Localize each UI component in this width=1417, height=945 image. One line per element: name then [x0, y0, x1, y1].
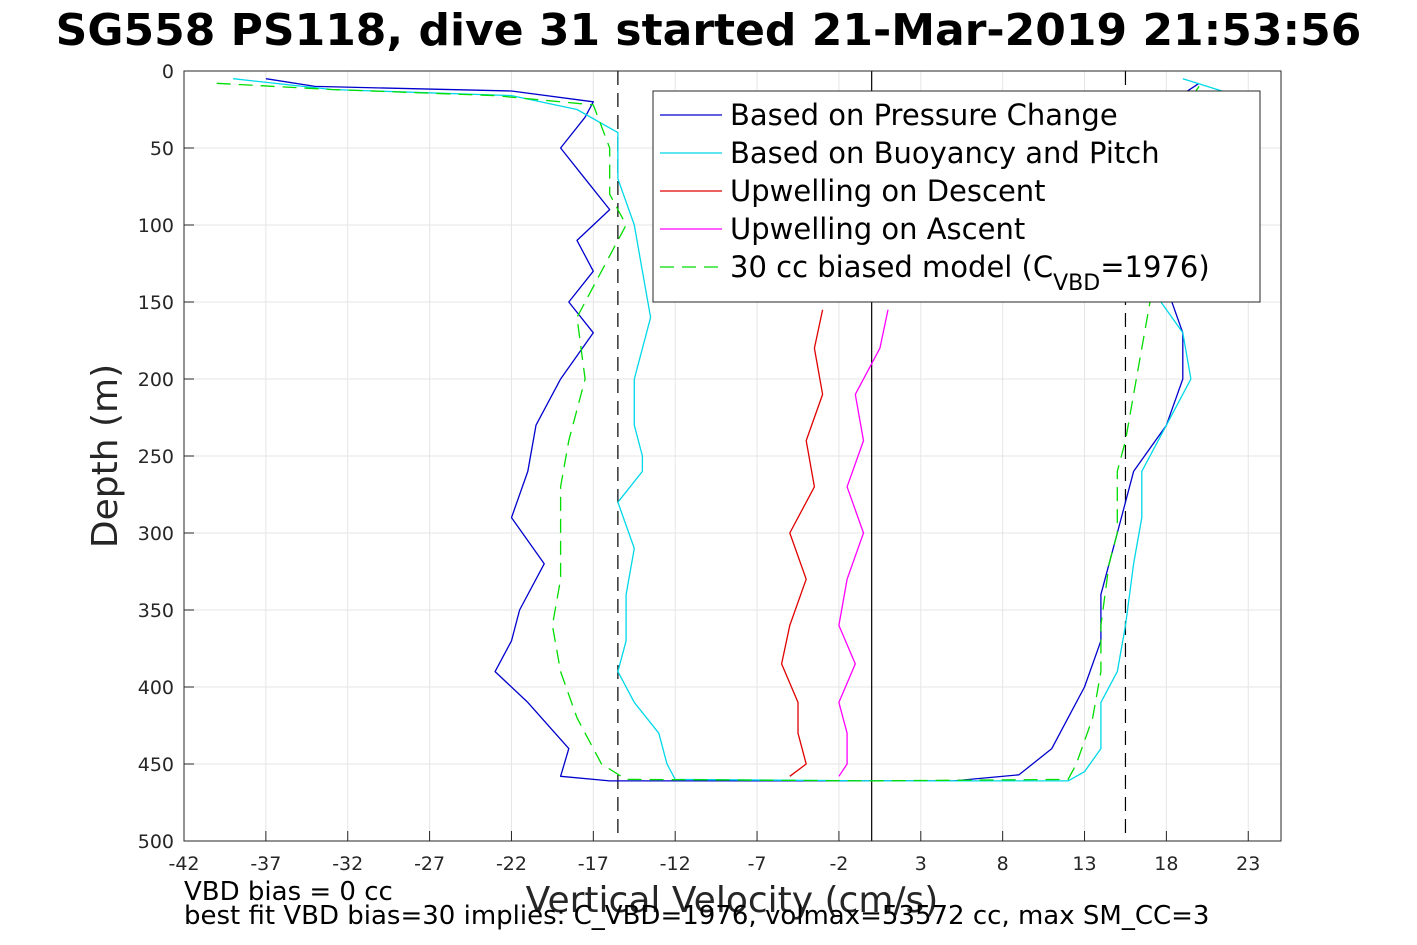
legend-entry-label: Based on Pressure Change	[730, 98, 1118, 132]
legend-entry-label: Upwelling on Descent	[730, 174, 1046, 208]
x-tick-label: -27	[414, 853, 445, 875]
footer-line-1: VBD bias = 0 cc	[184, 877, 393, 907]
x-tick-label: -17	[578, 853, 609, 875]
x-axis-label: Vertical Velocity (cm/s)	[526, 880, 939, 921]
y-tick-label: 150	[138, 292, 174, 314]
legend: Based on Pressure Change Based on Buoyanc…	[652, 90, 1261, 303]
x-tick-label: -37	[250, 853, 281, 875]
x-tick-label: 8	[997, 853, 1009, 875]
series-line	[265, 78, 1200, 782]
chart-title: SG558 PS118, dive 31 started 21-Mar-2019…	[55, 5, 1362, 56]
footer-line-2: best fit VBD bias=30 implies: C_VBD=1976…	[184, 901, 1210, 931]
y-tick-label: 500	[138, 831, 174, 853]
x-tick-label: -42	[168, 853, 199, 875]
y-tick-label: 50	[150, 138, 174, 160]
x-tick-label: 13	[1072, 853, 1096, 875]
x-tick-label: -32	[332, 853, 363, 875]
y-tick-label: 450	[138, 754, 174, 776]
x-tick-label: 18	[1154, 853, 1178, 875]
y-axis-label: Depth (m)	[85, 364, 126, 548]
legend-entry-label: Upwelling on Ascent	[730, 212, 1025, 246]
series-line	[780, 309, 824, 777]
legend-box	[652, 90, 1261, 303]
y-tick-label: 0	[162, 61, 174, 83]
x-tick-label: 3	[915, 853, 927, 875]
y-tick-label: 400	[138, 677, 174, 699]
y-axis-ticks: 0 50 100 150 200 250 300 350 400 450 500	[138, 61, 194, 853]
series-group	[216, 78, 1233, 782]
x-axis-ticks: -42 -37 -32 -27 -22 -17 -12 -7 -2 3 8 13 18 23	[168, 831, 1260, 875]
y-tick-label: 100	[138, 215, 174, 237]
y-tick-label: 300	[138, 523, 174, 545]
legend-entry-label: Based on Buoyancy and Pitch	[730, 136, 1160, 170]
y-tick-label: 200	[138, 369, 174, 391]
x-tick-label: -7	[748, 853, 767, 875]
x-tick-label: -22	[496, 853, 527, 875]
series-line	[233, 78, 1233, 782]
x-tick-label: 23	[1236, 853, 1260, 875]
series-line	[838, 309, 889, 777]
y-tick-label: 250	[138, 446, 174, 468]
x-tick-label: -2	[829, 853, 848, 875]
x-tick-label: -12	[660, 853, 691, 875]
y-tick-label: 350	[138, 600, 174, 622]
